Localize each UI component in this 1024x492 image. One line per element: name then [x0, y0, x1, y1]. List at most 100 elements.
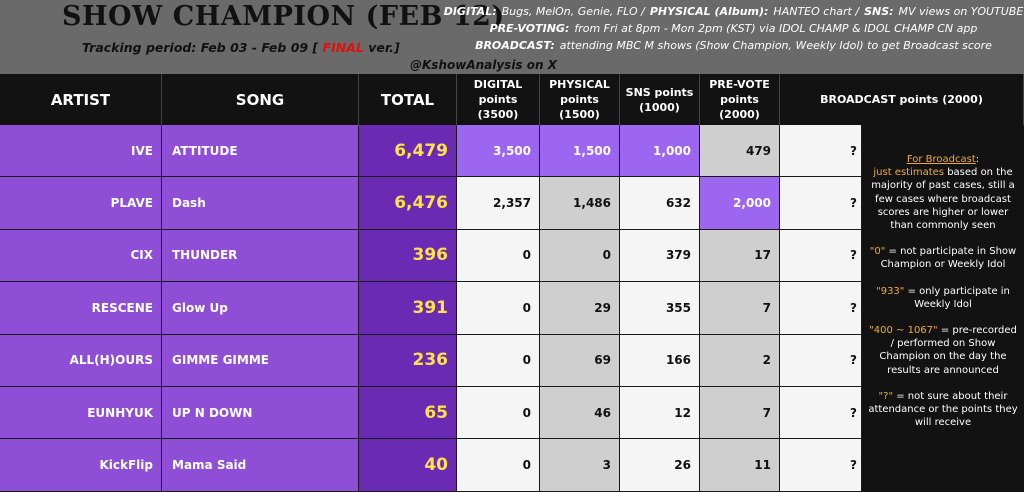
prevote-cell: 479: [700, 125, 780, 178]
total-cell: 6,476: [359, 177, 457, 230]
scoring-legend: DIGITAL: Bugs, MelOn, Genie, FLO / PHYSI…: [444, 3, 1024, 54]
col-header-artist: ARTIST: [0, 74, 162, 125]
sns-cell: 379: [620, 229, 700, 283]
digital-cell: 0: [457, 387, 540, 440]
digital-cell: 0: [457, 334, 540, 387]
digital-cell: 0: [457, 229, 540, 283]
digital-h3: (3500): [477, 108, 519, 121]
physical-cell: 0: [540, 229, 620, 283]
legend-row-2: PRE-VOTING: from Fri at 8pm - Mon 2pm (K…: [456, 20, 1016, 37]
digital-h1: DIGITAL: [473, 78, 523, 91]
song-cell: THUNDER: [162, 229, 359, 283]
broadcast-cell: ?: [780, 387, 862, 440]
legend-label-digital: DIGITAL:: [443, 5, 497, 18]
artist-cell: ALL(H)OURS: [0, 334, 162, 387]
note-title: For Broadcast: [906, 154, 976, 165]
artist-cell: CIX: [0, 229, 162, 283]
legend-text-sns: MV views on YOUTUBE: [898, 5, 1024, 18]
prevote-cell: 7: [700, 282, 780, 335]
legend-label-physical: PHYSICAL (Album):: [649, 5, 769, 18]
tracking-period: Tracking period: Feb 03 - Feb 09 [ FINAL…: [82, 40, 400, 55]
legend-text-prevoting: from Fri at 8pm - Mon 2pm (KST) via IDOL…: [574, 22, 978, 35]
page-title: SHOW CHAMPION (FEB 12): [62, 1, 505, 32]
sns-h1: SNS points: [625, 85, 694, 99]
broadcast-cell: ?: [780, 282, 862, 335]
broadcast-cell: ?: [780, 125, 862, 178]
song-cell: UP N DOWN: [162, 387, 359, 440]
legend-text-physical: HANTEO chart /: [773, 5, 860, 18]
header-bar: SHOW CHAMPION (FEB 12) Tracking period: …: [0, 0, 1024, 74]
sns-cell: 26: [620, 439, 700, 492]
note-title-colon: :: [975, 154, 980, 165]
prevote-h1: PRE-VOTE: [709, 78, 770, 91]
physical-cell: 1,486: [540, 177, 620, 230]
song-cell: Glow Up: [162, 282, 359, 335]
digital-cell: 0: [457, 282, 540, 335]
physical-cell: 3: [540, 439, 620, 492]
note-p3-highlight: "933": [876, 285, 905, 297]
note-p4-highlight: "400 ~ 1067": [869, 325, 938, 337]
col-header-prevote: PRE-VOTE points (2000): [700, 74, 780, 125]
physical-cell: 29: [540, 282, 620, 335]
total-cell: 391: [359, 282, 457, 335]
physical-cell: 46: [540, 387, 620, 440]
period-suffix: ver.]: [368, 40, 400, 55]
physical-h2: points: [560, 93, 599, 106]
broadcast-cell: ?: [780, 177, 862, 230]
physical-cell: 1,500: [540, 125, 620, 178]
note-p3-text: = only participate in Weekly Idol: [907, 285, 1010, 310]
period-final: FINAL: [322, 40, 364, 55]
note-p5-text: = not sure about their attendance or the…: [868, 390, 1018, 429]
song-cell: Mama Said: [162, 439, 359, 492]
sns-cell: 166: [620, 334, 700, 387]
sns-h2: (1000): [639, 100, 680, 114]
sns-cell: 355: [620, 282, 700, 335]
prevote-cell: 17: [700, 229, 780, 283]
artist-cell: RESCENE: [0, 282, 162, 335]
broadcast-note: For Broadcast: just estimates based on t…: [862, 125, 1024, 492]
total-cell: 40: [359, 439, 457, 492]
song-cell: Dash: [162, 177, 359, 230]
artist-cell: IVE: [0, 125, 162, 178]
song-cell: GIMME GIMME: [162, 334, 359, 387]
note-p4-text: = pre-recorded / performed on Show Champ…: [879, 325, 1017, 376]
digital-cell: 0: [457, 439, 540, 492]
prevote-h3: (2000): [719, 108, 760, 121]
legend-text-digital: Bugs, MelOn, Genie, FLO /: [501, 5, 645, 18]
col-header-sns: SNS points (1000): [620, 74, 700, 125]
note-p2-text: = not participate in Show Champion or We…: [880, 246, 1017, 271]
prevote-cell: 11: [700, 439, 780, 492]
digital-cell: 3,500: [457, 125, 540, 178]
artist-cell: EUNHYUK: [0, 387, 162, 440]
col-header-song: SONG: [162, 74, 359, 125]
broadcast-cell: ?: [780, 229, 862, 283]
prevote-cell: 2: [700, 334, 780, 387]
broadcast-cell: ?: [780, 439, 862, 492]
total-cell: 396: [359, 229, 457, 283]
digital-cell: 2,357: [457, 177, 540, 230]
artist-cell: PLAVE: [0, 177, 162, 230]
sns-cell: 12: [620, 387, 700, 440]
note-p5-highlight: "?": [878, 390, 894, 402]
col-header-physical: PHYSICAL points (1500): [540, 74, 620, 125]
sns-cell: 632: [620, 177, 700, 230]
legend-row-3: BROADCAST: attending MBC M shows (Show C…: [456, 37, 1016, 54]
physical-h1: PHYSICAL: [549, 78, 610, 91]
note-p1-highlight: just estimates: [873, 167, 945, 179]
col-header-digital: DIGITAL points (3500): [457, 74, 540, 125]
legend-label-sns: SNS:: [864, 5, 894, 18]
digital-h2: points: [478, 93, 518, 106]
total-cell: 65: [359, 387, 457, 440]
period-prefix: Tracking period: Feb 03 - Feb 09 [: [82, 40, 319, 55]
physical-cell: 69: [540, 334, 620, 387]
credit-handle: @KshowAnalysis on X: [410, 58, 557, 72]
legend-label-broadcast: BROADCAST:: [475, 39, 555, 52]
prevote-cell: 2,000: [700, 177, 780, 230]
sns-cell: 1,000: [620, 125, 700, 178]
broadcast-cell: ?: [780, 334, 862, 387]
score-table: ARTIST SONG TOTAL DIGITAL points (3500) …: [0, 74, 1024, 492]
col-header-broadcast: BROADCAST points (2000): [780, 74, 1024, 125]
physical-h3: (1500): [559, 108, 600, 121]
total-cell: 236: [359, 334, 457, 387]
artist-cell: KickFlip: [0, 439, 162, 492]
